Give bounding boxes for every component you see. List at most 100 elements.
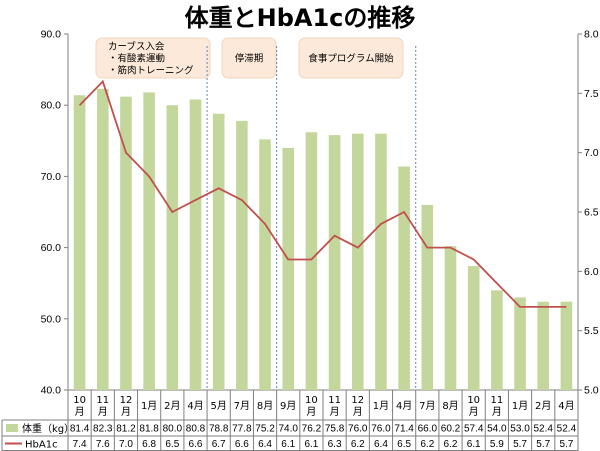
hba1c-cell: 6.7	[212, 439, 226, 450]
weight-bar	[73, 95, 86, 391]
category-label: 10	[305, 395, 318, 406]
hba1c-cell: 6.2	[444, 439, 458, 450]
right-tick-label: 7.0	[584, 147, 599, 159]
category-label: 8月	[257, 400, 273, 412]
chart-title: 体重とHbA1cの推移	[185, 4, 416, 32]
category-label: 月	[492, 406, 502, 418]
weight-bar	[143, 92, 155, 390]
weight-bars	[73, 88, 573, 391]
weight-bar	[259, 139, 271, 390]
category-label: 7月	[419, 400, 435, 412]
hba1c-cell: 5.9	[490, 439, 504, 450]
weight-cell: 52.4	[557, 424, 577, 435]
weight-cell: 78.8	[209, 424, 229, 435]
left-tick-label: 70.0	[41, 171, 62, 183]
annotation-text: 停滞期	[235, 53, 264, 65]
weight-bar	[491, 290, 503, 390]
weight-cell: 60.2	[441, 424, 461, 435]
category-label: 月	[330, 406, 340, 418]
category-label: 11	[490, 395, 503, 406]
weight-bar	[398, 166, 410, 390]
weight-bar	[120, 96, 132, 390]
weight-cell: 71.4	[394, 424, 414, 435]
category-label: 4月	[558, 400, 574, 412]
weight-cell: 81.4	[70, 424, 90, 435]
weight-cell: 54.0	[487, 424, 507, 435]
legend-label-weight: 体重（kg）	[22, 422, 74, 435]
weight-bar	[236, 120, 248, 390]
hba1c-cell: 6.2	[420, 439, 434, 450]
weight-bar	[421, 204, 434, 390]
category-label: 1月	[141, 400, 157, 412]
category-label: 4月	[396, 400, 412, 412]
weight-cell: 52.4	[533, 424, 553, 435]
category-label: 12	[120, 395, 133, 406]
weight-bar	[212, 113, 225, 390]
hba1c-cell: 6.4	[258, 439, 272, 450]
annotation-box	[298, 37, 404, 79]
hba1c-cell: 6.1	[467, 439, 481, 450]
legend-key-weight	[6, 424, 18, 432]
right-tick-label: 8.0	[584, 29, 599, 41]
annotation-text: ・有酸素運動	[108, 53, 165, 65]
left-tick-label: 60.0	[41, 242, 62, 254]
hba1c-cell: 7.6	[96, 439, 110, 450]
hba1c-cell: 5.7	[513, 439, 527, 450]
hba1c-cell: 6.1	[304, 439, 318, 450]
weight-cell: 66.0	[418, 424, 438, 435]
category-label: 月	[98, 406, 108, 418]
category-label: 11	[328, 395, 341, 406]
weight-bar	[514, 297, 526, 390]
weight-cell: 80.0	[163, 424, 183, 435]
weight-cell: 81.2	[116, 424, 136, 435]
hba1c-cell: 6.5	[397, 439, 411, 450]
category-label: 月	[306, 406, 316, 418]
annotation-box	[95, 37, 211, 79]
category-label: 5月	[210, 400, 226, 412]
category-label: 月	[75, 406, 85, 418]
hba1c-cell: 6.4	[374, 439, 388, 450]
hba1c-cell: 6.6	[235, 439, 249, 450]
category-label: 4月	[187, 400, 203, 412]
right-tick-label: 5.0	[584, 385, 599, 397]
weight-cell: 76.0	[348, 424, 368, 435]
hba1c-cell: 6.3	[328, 439, 342, 450]
hba1c-cell: 6.8	[142, 439, 156, 450]
category-label: 2月	[164, 400, 180, 412]
category-label: 月	[469, 406, 479, 418]
weight-bar	[444, 246, 457, 390]
right-tick-label: 6.5	[584, 207, 599, 219]
category-label: 7月	[234, 400, 250, 412]
weight-bar	[375, 133, 387, 390]
weight-cell: 75.2	[255, 424, 275, 435]
category-label: 月	[353, 406, 363, 418]
category-label: 12	[351, 395, 364, 406]
category-label: 1月	[512, 400, 528, 412]
annotation-text: ・筋肉トレーニング	[108, 65, 194, 77]
weight-bar	[189, 99, 202, 390]
weight-bar	[351, 133, 364, 390]
hba1c-line	[78, 79, 567, 308]
weight-cell: 53.0	[510, 424, 530, 435]
category-label: 8月	[442, 400, 458, 412]
category-label: 10	[467, 395, 480, 406]
hba1c-cell: 7.4	[73, 439, 87, 450]
category-label: 2月	[535, 400, 551, 412]
hba1c-cell: 6.1	[281, 439, 295, 450]
weight-cell: 77.8	[232, 424, 252, 435]
annotation-text: 食事プログラム開始	[308, 53, 394, 65]
weight-cell: 75.8	[325, 424, 345, 435]
weight-cell: 81.8	[139, 424, 159, 435]
hba1c-cell: 6.2	[351, 439, 365, 450]
phase-dividers	[206, 46, 417, 390]
category-label: 月	[121, 406, 131, 418]
weight-cell: 76.2	[302, 424, 322, 435]
weight-bar	[467, 266, 480, 390]
annotation-box	[221, 37, 277, 79]
weight-cell: 57.4	[464, 424, 484, 435]
weight-bar	[282, 147, 295, 390]
annotations: カーブス入会・有酸素運動・筋肉トレーニング 停滞期 食事プログラム開始	[95, 37, 404, 79]
right-tick-label: 7.5	[584, 88, 599, 100]
